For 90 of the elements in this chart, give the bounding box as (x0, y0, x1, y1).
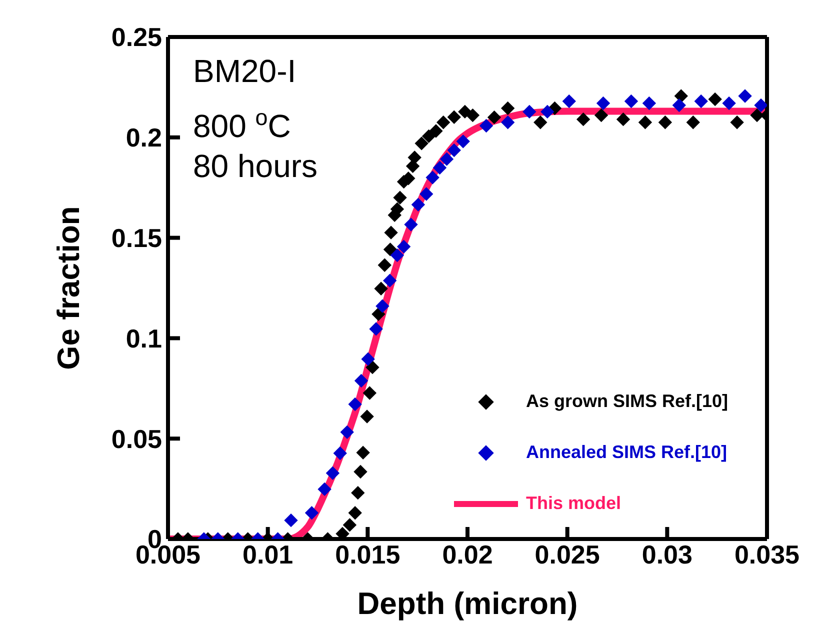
x-tick-label: 0.015 (335, 539, 400, 570)
legend-label: This model (526, 493, 621, 514)
y-axis-title: Ge fraction (51, 206, 86, 370)
point (694, 94, 708, 108)
point (318, 482, 332, 496)
point (305, 506, 318, 520)
point (426, 170, 440, 184)
point (750, 108, 764, 122)
point (480, 119, 493, 132)
point (672, 98, 686, 112)
point (422, 130, 436, 143)
point (488, 110, 501, 124)
point (412, 198, 425, 212)
x-tick-label: 0.03 (642, 539, 692, 570)
point (336, 527, 350, 539)
point (326, 466, 340, 480)
point (393, 191, 407, 204)
point (534, 116, 547, 129)
point (616, 112, 630, 126)
point (376, 299, 390, 313)
point (456, 134, 470, 148)
point (722, 96, 736, 110)
point (596, 96, 610, 110)
point (730, 116, 744, 129)
point (334, 446, 347, 460)
point (433, 161, 446, 174)
point (540, 105, 554, 118)
point (340, 426, 354, 439)
point (624, 94, 638, 108)
x-axis-title: Depth (micron) (357, 586, 578, 621)
point (384, 226, 398, 240)
y-tick-label: 0.25 (111, 22, 162, 52)
point (374, 282, 388, 296)
point (686, 116, 700, 129)
point (754, 98, 767, 112)
point (354, 465, 368, 478)
point (594, 108, 608, 122)
point (372, 308, 386, 321)
y-tick-label: 0.1 (126, 323, 162, 354)
point (466, 108, 480, 122)
point (351, 486, 364, 500)
point (369, 322, 383, 336)
legend-label: Annealed SIMS Ref.[10] (526, 442, 728, 463)
point (408, 150, 422, 164)
point (404, 218, 418, 232)
point (458, 105, 472, 118)
legend-label: As grown SIMS Ref.[10] (526, 391, 728, 412)
point (440, 152, 454, 166)
point (576, 112, 590, 126)
point (658, 116, 672, 129)
point (363, 386, 376, 400)
point (448, 144, 461, 157)
point (383, 274, 396, 288)
point (354, 374, 368, 388)
x-tick-label: 0.02 (442, 539, 493, 570)
point (414, 136, 428, 150)
point (397, 240, 410, 254)
annotation: 800 $^{o}$C (193, 104, 291, 144)
point (738, 89, 752, 103)
point (378, 258, 392, 272)
x-tick-label: 0.025 (534, 539, 600, 570)
point (356, 446, 370, 460)
y-tick-label: 0.2 (126, 122, 162, 153)
x-tick-label: 0.01 (242, 539, 294, 570)
point (501, 102, 514, 115)
y-tick-label: 0.15 (111, 223, 162, 254)
point (708, 92, 722, 106)
point (674, 89, 688, 103)
x-tick-label: 0.035 (734, 539, 800, 570)
point (360, 410, 374, 424)
point (384, 242, 397, 256)
point (501, 116, 514, 129)
annotation: 80 hours (193, 148, 318, 184)
point (420, 187, 433, 201)
point (366, 360, 380, 374)
point (429, 124, 443, 138)
point (361, 352, 375, 366)
point (348, 398, 362, 411)
point (348, 506, 362, 520)
point (562, 94, 576, 108)
point (343, 518, 356, 532)
point (448, 110, 461, 124)
point (638, 116, 652, 129)
point (436, 116, 450, 129)
point (642, 96, 656, 110)
y-tick-label: 0.05 (111, 424, 162, 454)
point (284, 514, 298, 527)
annotation: BM20-I (193, 53, 296, 89)
point (522, 105, 536, 118)
point (390, 248, 404, 262)
